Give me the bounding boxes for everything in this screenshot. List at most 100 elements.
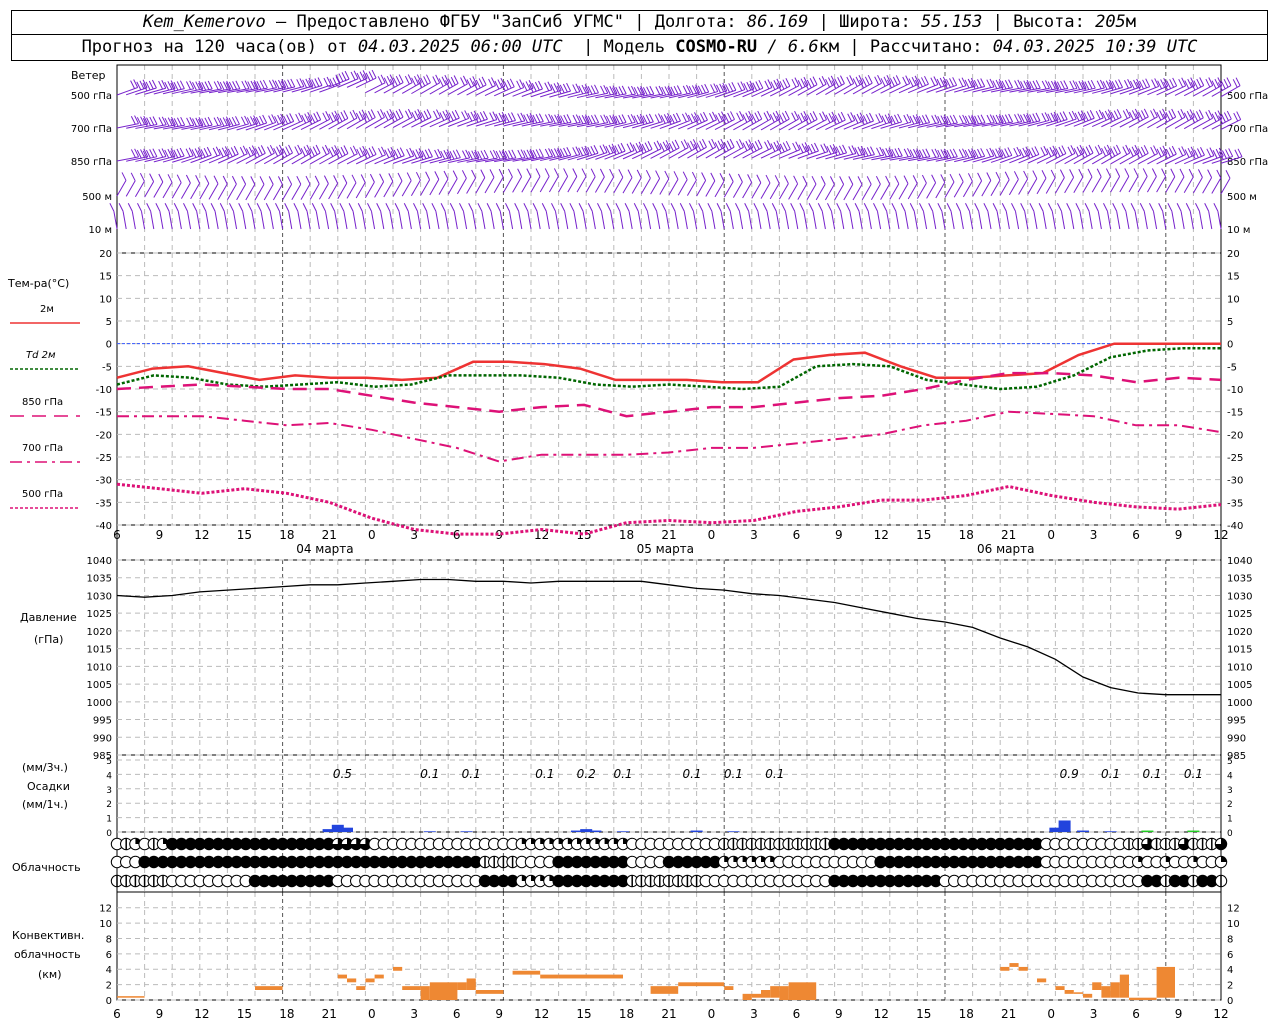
wind-feather [432, 76, 438, 85]
wind-feather [1099, 79, 1105, 89]
wind-feather [516, 80, 522, 90]
y-tick-label: 1040 [87, 556, 112, 567]
wind-feather [686, 84, 691, 94]
wind-feather [425, 171, 431, 181]
y-tick-label: -15 [1227, 408, 1243, 419]
wind-feather [649, 85, 655, 95]
wind-feather [525, 81, 531, 90]
wind-feather [158, 149, 164, 158]
wind-feather [1045, 80, 1050, 89]
conv-cloud-bar [1110, 982, 1120, 998]
wind-feather [271, 114, 277, 123]
y-tick-label: 1005 [87, 680, 112, 691]
wind-feather [730, 111, 735, 120]
wind-barb [370, 211, 376, 230]
wind-feather [812, 76, 818, 85]
wind-feather [919, 203, 924, 212]
y-tick-label: 985 [1227, 751, 1246, 762]
temp-series-line [116, 482, 1222, 536]
x-tick-label: 12 [534, 528, 549, 542]
wind-feather [109, 203, 115, 212]
wind-feather [1145, 78, 1151, 87]
wind-feather [192, 203, 198, 212]
wind-feather [349, 147, 355, 156]
wind-feather [464, 110, 470, 119]
wind-feather [665, 140, 671, 149]
wind-feather [1108, 82, 1114, 91]
wind-feather [383, 112, 389, 121]
wind-feather [933, 76, 939, 85]
wind-feather [535, 114, 541, 123]
wind-feather [483, 111, 488, 120]
wind-feather [581, 115, 587, 124]
conv-unit: (км) [38, 968, 62, 981]
x-tick-label: 6 [793, 528, 801, 542]
wind-barb [392, 180, 403, 197]
wind-feather [804, 142, 810, 151]
wind-barb [1110, 152, 1130, 165]
y-tick-label: 8 [106, 934, 112, 945]
wind-feather [250, 176, 256, 185]
wind-feather [925, 148, 931, 157]
wind-barb [186, 211, 192, 230]
wind-feather [584, 147, 590, 157]
wind-feather [895, 75, 901, 84]
wind-barb [775, 211, 780, 230]
wind-feather [903, 114, 909, 124]
wind-feather [712, 111, 717, 121]
wind-feather [1205, 78, 1211, 88]
precip-bar [1141, 830, 1154, 832]
wind-barb [493, 176, 504, 193]
wind-feather [922, 149, 928, 158]
conv-title-1: Конвективн. [12, 929, 84, 942]
wind-barb [1156, 116, 1176, 129]
wind-feather [639, 113, 645, 123]
wind-feather [977, 148, 982, 158]
x-tick-label: 18 [279, 1007, 294, 1021]
wind-barb [650, 147, 671, 159]
wind-feather [504, 150, 510, 160]
wind-barb [843, 184, 854, 201]
wind-feather [529, 113, 535, 122]
wind-feather [556, 149, 562, 158]
wind-feather [689, 203, 694, 212]
wind-feather [134, 115, 139, 124]
wind-feather [167, 81, 173, 90]
wind-feather [1184, 149, 1190, 158]
wind-feather [136, 117, 142, 126]
y-tick-label: 2 [106, 981, 112, 992]
wind-feather [698, 203, 704, 212]
wind-feather [837, 113, 843, 122]
wind-feather [696, 142, 702, 151]
wind-feather [875, 175, 881, 185]
wind-feather [1062, 111, 1068, 120]
wind-feather [771, 203, 777, 212]
wind-feather [307, 149, 312, 159]
separator: | [992, 12, 1003, 32]
wind-barb [696, 180, 707, 197]
wind-feather [766, 110, 772, 120]
wind-feather [1101, 147, 1106, 157]
wind-feather [501, 151, 507, 160]
y-tick-label: 1010 [87, 662, 112, 673]
wind-feather [1150, 110, 1155, 119]
wind-feather [301, 114, 307, 124]
conv-cloud-bar [420, 986, 430, 1000]
wind-feather [140, 149, 145, 158]
wind-barb [659, 147, 680, 159]
wind-feather [1053, 114, 1059, 123]
pressure-line [116, 578, 1221, 696]
wind-feather [909, 115, 915, 125]
wind-feather [269, 144, 275, 154]
wind-barb [604, 176, 615, 193]
wind-feather [889, 78, 895, 87]
wind-feather [474, 149, 480, 159]
wind-feather [436, 109, 441, 118]
x-tick-label: 21 [1001, 528, 1016, 542]
wind-barb [843, 82, 864, 95]
wind-feather [1131, 146, 1137, 155]
wind-feather [870, 146, 875, 155]
wind-feather [309, 148, 315, 157]
wind-feather [434, 171, 440, 180]
wind-barb [300, 183, 311, 200]
